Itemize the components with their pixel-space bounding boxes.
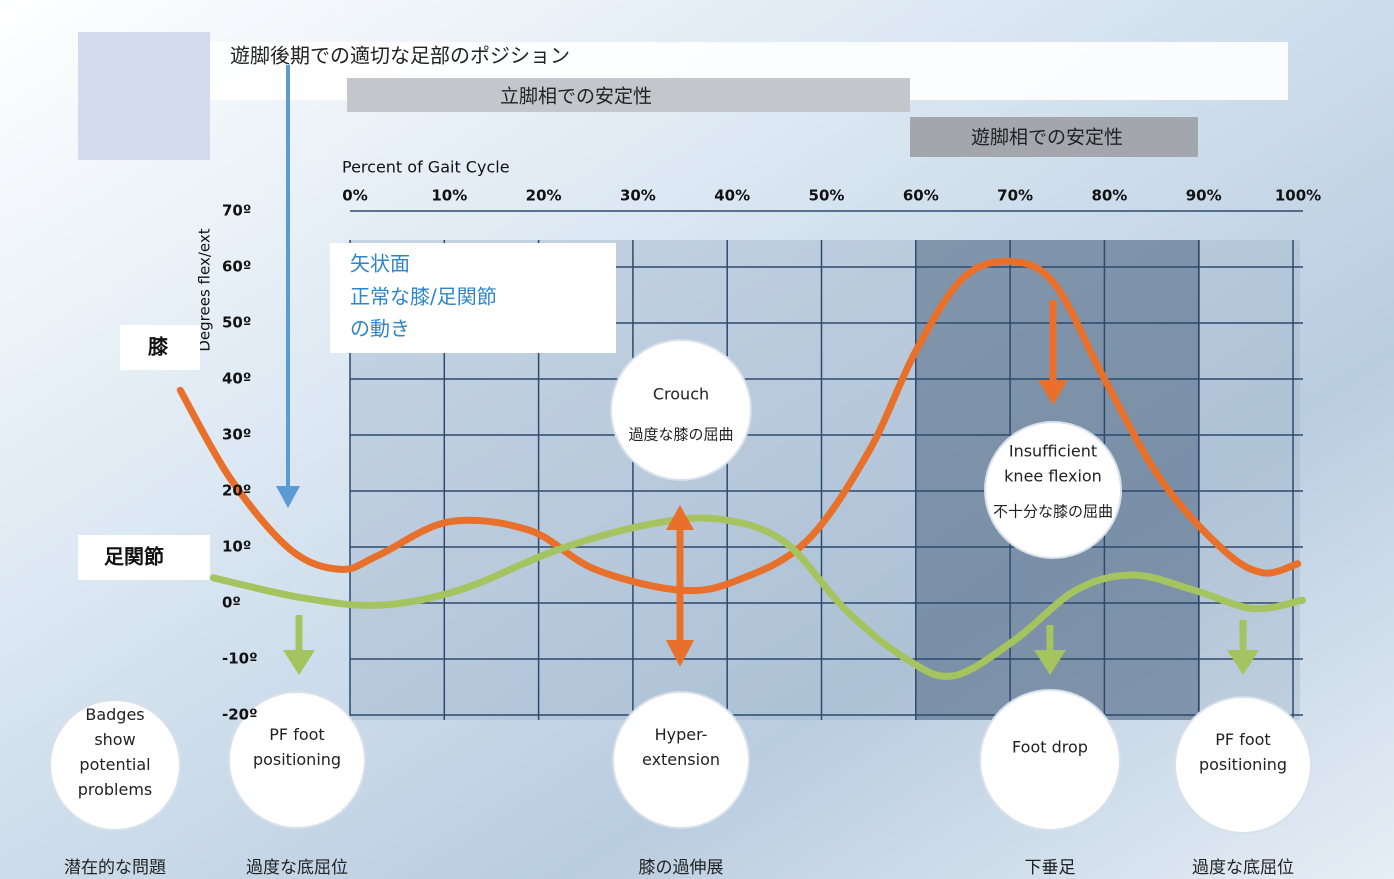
plane-note: 正常な膝/足関節 (350, 285, 497, 309)
x-tick-label: 70% (997, 187, 1033, 205)
y-tick-label: 70º (222, 202, 251, 220)
badge (611, 340, 751, 480)
x-tick-label: 20% (526, 187, 562, 205)
x-tick-label: 40% (714, 187, 750, 205)
phase-label: 立脚相での安定性 (500, 86, 652, 108)
badge-label: problems (78, 780, 153, 799)
x-tick-label: 60% (903, 187, 939, 205)
corner-box (78, 32, 210, 160)
x-tick-label: 30% (620, 187, 656, 205)
late-region (1200, 240, 1300, 720)
y-tick-label: 10º (222, 538, 251, 556)
badge-label: PF foot (269, 725, 324, 744)
phase-label: 遊脚相での安定性 (971, 127, 1123, 149)
y-tick-label: 50º (222, 314, 251, 332)
chart: 遊脚後期での適切な足部のポジション 立脚相での安定性 遊脚相での安定性 Perc… (0, 0, 1394, 879)
badge-label: PF foot (1215, 730, 1270, 749)
badge-caption: 過度な膝の屈曲 (628, 426, 733, 444)
badge-label: potential (79, 755, 150, 774)
plane-note: の動き (350, 317, 410, 341)
plane-note: 矢状面 (350, 252, 410, 276)
badge-caption: 潜在的な問題 (64, 858, 166, 878)
top-note: 遊脚後期での適切な足部のポジション (230, 44, 570, 68)
x-tick-label: 0% (342, 187, 367, 205)
badge-label: knee flexion (1004, 467, 1102, 486)
badge-label: Crouch (653, 385, 709, 404)
x-axis-label: Percent of Gait Cycle (342, 158, 510, 177)
y-tick-label: -10º (222, 650, 258, 668)
badge-label: Hyper- (655, 725, 708, 744)
badge-label: positioning (1199, 755, 1287, 774)
x-tick-label: 50% (809, 187, 845, 205)
y-tick-label: -20º (222, 706, 258, 724)
badge (980, 690, 1120, 830)
x-tick-label: 90% (1186, 187, 1222, 205)
x-tick-label: 10% (431, 187, 467, 205)
badge-caption: 下垂足 (1025, 858, 1076, 878)
y-tick-label: 40º (222, 370, 251, 388)
y-tick-label: 0º (222, 594, 241, 612)
badge-label: Insufficient (1009, 442, 1097, 461)
y-tick-label: 20º (222, 482, 251, 500)
badge-label: Foot drop (1012, 738, 1088, 757)
badge-label: positioning (253, 750, 341, 769)
y-tick-label: 60º (222, 258, 251, 276)
x-tick-label: 80% (1091, 187, 1127, 205)
legend-label: 膝 (148, 335, 169, 359)
badge-caption: 過度な底屈位 (246, 858, 348, 878)
badge-caption: 不十分な膝の屈曲 (993, 503, 1113, 521)
badge-label: extension (642, 750, 720, 769)
badge-caption: 膝の過伸展 (639, 858, 724, 878)
badge-label: Badges (85, 705, 144, 724)
x-tick-label: 100% (1275, 187, 1321, 205)
badge-label: show (94, 730, 135, 749)
y-tick-label: 30º (222, 426, 251, 444)
badge-caption: 過度な底屈位 (1192, 858, 1294, 878)
legend-label: 足関節 (104, 545, 164, 569)
